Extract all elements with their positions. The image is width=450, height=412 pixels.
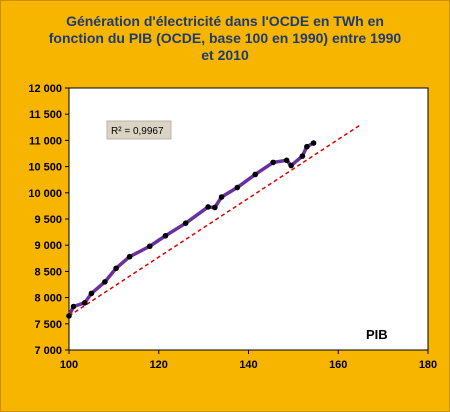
data-point [218,194,225,200]
data-point [146,243,153,250]
y-tick-label: 8 000 [34,293,62,305]
data-point [288,162,294,169]
r-squared-box [106,120,172,140]
y-tick-label: 11 500 [29,109,62,121]
y-tick-label: 7 500 [34,319,62,331]
data-point [126,253,133,260]
y-tick-label: 8 500 [34,266,62,278]
annotation-group: R² = 0,9967 [106,120,172,140]
chart-title-line-3: et 2010 [201,47,249,63]
data-point [304,143,310,150]
data-point [299,153,306,159]
data-point [66,313,72,319]
x-tick-label: 100 [60,359,78,371]
x-tick-label: 140 [239,359,257,371]
data-point [162,232,169,239]
data-point [212,204,218,211]
chart-title-line-2: fonction du PIB (OCDE, base 100 en 1990)… [48,30,402,46]
y-tick-label: 10 500 [28,162,62,174]
x-axis: 100 120 140 160 180 [60,350,437,371]
data-point [113,265,119,272]
series-group [66,124,362,319]
chart-title: Génération d'électricité dans l'OCDE en … [21,13,429,64]
data-point [81,300,88,306]
x-tick-label: 120 [150,359,168,371]
trend-line [68,124,362,317]
data-point [310,140,317,146]
data-point [252,171,259,178]
y-tick-label: 7 000 [34,345,62,357]
r-squared-label: R² = 0,9967 [111,126,164,137]
data-point [70,303,77,310]
y-tick-label: 11 000 [29,135,62,147]
x-axis-label: PIB [366,327,388,342]
data-point [234,184,241,191]
x-tick-label: 160 [329,359,347,371]
y-tick-label: 9 500 [34,214,62,226]
data-point [270,159,276,166]
y-tick-label: 10 000 [28,188,62,200]
data-point [102,279,108,285]
y-axis: 7 000 7 500 8 000 8 500 9 000 9 500 10 000 10 5… [28,83,69,357]
data-point [283,157,290,164]
y-tick-label: 9 000 [34,240,62,252]
chart-title-line-1: Génération d'électricité dans l'OCDE en … [66,13,384,29]
data-point [88,290,95,297]
data-point [182,220,189,226]
x-tick-label: 180 [419,359,437,371]
y-tick-label: 12 000 [28,83,62,95]
data-point [205,204,211,210]
